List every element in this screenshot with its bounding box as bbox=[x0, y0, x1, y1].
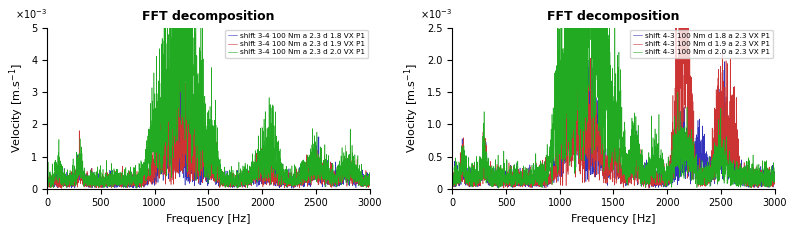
Y-axis label: Velocity [m.s$^{-1}$]: Velocity [m.s$^{-1}$] bbox=[403, 63, 422, 153]
shift 3-4 100 Nm a 2.3 d 1.9 VX P1 bbox=[168, 69, 177, 72]
shift 4-3 100 Nm d 2.0 a 2.3 VX P1 bbox=[571, 48, 580, 50]
shift 4-3 100 Nm d 2.0 a 2.3 VX P1 bbox=[484, 173, 494, 176]
shift 4-3 100 Nm d 2.0 a 2.3 VX P1 bbox=[447, 185, 457, 188]
shift 3-4 100 Nm a 2.3 d 1.9 VX P1 bbox=[42, 174, 52, 177]
shift 4-3 100 Nm d 1.8 a 2.3 VX P1 bbox=[585, 166, 595, 169]
shift 3-4 100 Nm a 2.3 d 1.9 VX P1 bbox=[324, 183, 333, 185]
shift 4-3 100 Nm d 2.0 a 2.3 VX P1 bbox=[493, 187, 503, 190]
shift 3-4 100 Nm a 2.3 d 1.8 VX P1 bbox=[180, 136, 190, 138]
shift 4-3 100 Nm d 1.8 a 2.3 VX P1 bbox=[447, 180, 457, 183]
shift 3-4 100 Nm a 2.3 d 2.0 VX P1 bbox=[98, 168, 108, 171]
shift 4-3 100 Nm d 1.8 a 2.3 VX P1 bbox=[503, 184, 513, 187]
shift 3-4 100 Nm a 2.3 d 2.0 VX P1 bbox=[79, 177, 89, 180]
shift 4-3 100 Nm d 1.8 a 2.3 VX P1 bbox=[571, 166, 580, 168]
shift 3-4 100 Nm a 2.3 d 1.8 VX P1 bbox=[359, 184, 368, 187]
shift 3-4 100 Nm a 2.3 d 1.8 VX P1 bbox=[324, 175, 333, 178]
shift 4-3 100 Nm d 1.9 a 2.3 VX P1 bbox=[644, 187, 653, 190]
shift 4-3 100 Nm d 1.8 a 2.3 VX P1 bbox=[729, 147, 738, 150]
shift 4-3 100 Nm d 1.9 a 2.3 VX P1 bbox=[447, 182, 457, 184]
X-axis label: Frequency [Hz]: Frequency [Hz] bbox=[166, 214, 251, 224]
shift 3-4 100 Nm a 2.3 d 1.8 VX P1 bbox=[98, 183, 108, 186]
shift 4-3 100 Nm d 1.9 a 2.3 VX P1 bbox=[764, 170, 773, 173]
shift 3-4 100 Nm a 2.3 d 2.0 VX P1 bbox=[42, 180, 52, 183]
shift 3-4 100 Nm a 2.3 d 1.8 VX P1 bbox=[166, 144, 175, 147]
Legend: shift 3-4 100 Nm a 2.3 d 1.8 VX P1, shift 3-4 100 Nm a 2.3 d 1.9 VX P1, shift 3-: shift 3-4 100 Nm a 2.3 d 1.8 VX P1, shif… bbox=[225, 30, 368, 58]
Line: shift 3-4 100 Nm a 2.3 d 1.9 VX P1: shift 3-4 100 Nm a 2.3 d 1.9 VX P1 bbox=[47, 70, 370, 188]
shift 3-4 100 Nm a 2.3 d 1.9 VX P1 bbox=[180, 136, 190, 139]
shift 4-3 100 Nm d 1.8 a 2.3 VX P1 bbox=[576, 10, 585, 12]
shift 3-4 100 Nm a 2.3 d 1.8 VX P1 bbox=[365, 178, 375, 181]
shift 3-4 100 Nm a 2.3 d 1.9 VX P1 bbox=[365, 179, 375, 182]
shift 3-4 100 Nm a 2.3 d 2.0 VX P1 bbox=[359, 182, 368, 185]
X-axis label: Frequency [Hz]: Frequency [Hz] bbox=[571, 214, 656, 224]
shift 4-3 100 Nm d 2.0 a 2.3 VX P1 bbox=[770, 166, 780, 169]
shift 3-4 100 Nm a 2.3 d 1.8 VX P1 bbox=[288, 187, 298, 190]
shift 4-3 100 Nm d 1.8 a 2.3 VX P1 bbox=[770, 178, 780, 181]
shift 3-4 100 Nm a 2.3 d 1.8 VX P1 bbox=[79, 176, 89, 179]
Title: FFT decomposition: FFT decomposition bbox=[547, 9, 680, 23]
Y-axis label: Velocity [m.s$^{-1}$]: Velocity [m.s$^{-1}$] bbox=[7, 63, 25, 153]
Text: $\times10^{-3}$: $\times10^{-3}$ bbox=[15, 8, 47, 21]
Text: $\times10^{-3}$: $\times10^{-3}$ bbox=[420, 8, 452, 21]
shift 4-3 100 Nm d 2.0 a 2.3 VX P1 bbox=[764, 180, 773, 182]
shift 3-4 100 Nm a 2.3 d 1.9 VX P1 bbox=[79, 179, 89, 182]
shift 4-3 100 Nm d 1.8 a 2.3 VX P1 bbox=[484, 183, 494, 186]
shift 4-3 100 Nm d 2.0 a 2.3 VX P1 bbox=[729, 176, 738, 179]
shift 4-3 100 Nm d 2.0 a 2.3 VX P1 bbox=[503, 180, 513, 183]
shift 3-4 100 Nm a 2.3 d 1.9 VX P1 bbox=[98, 183, 108, 186]
shift 3-4 100 Nm a 2.3 d 1.9 VX P1 bbox=[166, 146, 175, 149]
Line: shift 3-4 100 Nm a 2.3 d 1.8 VX P1: shift 3-4 100 Nm a 2.3 d 1.8 VX P1 bbox=[47, 79, 370, 188]
shift 3-4 100 Nm a 2.3 d 2.0 VX P1 bbox=[324, 178, 333, 181]
shift 4-3 100 Nm d 1.9 a 2.3 VX P1 bbox=[585, 169, 595, 172]
shift 3-4 100 Nm a 2.3 d 2.0 VX P1 bbox=[166, 36, 175, 39]
shift 4-3 100 Nm d 1.8 a 2.3 VX P1 bbox=[754, 186, 763, 189]
shift 4-3 100 Nm d 1.9 a 2.3 VX P1 bbox=[503, 183, 513, 186]
shift 3-4 100 Nm a 2.3 d 1.8 VX P1 bbox=[175, 78, 185, 81]
shift 3-4 100 Nm a 2.3 d 1.8 VX P1 bbox=[42, 178, 52, 181]
Legend: shift 4-3 100 Nm d 1.8 a 2.3 VX P1, shift 4-3 100 Nm d 1.9 a 2.3 VX P1, shift 4-: shift 4-3 100 Nm d 1.8 a 2.3 VX P1, shif… bbox=[630, 30, 773, 58]
shift 3-4 100 Nm a 2.3 d 2.0 VX P1 bbox=[233, 187, 242, 190]
shift 4-3 100 Nm d 1.8 a 2.3 VX P1 bbox=[764, 186, 773, 189]
Line: shift 3-4 100 Nm a 2.3 d 2.0 VX P1: shift 3-4 100 Nm a 2.3 d 2.0 VX P1 bbox=[47, 0, 370, 188]
Line: shift 4-3 100 Nm d 1.9 a 2.3 VX P1: shift 4-3 100 Nm d 1.9 a 2.3 VX P1 bbox=[452, 0, 775, 188]
Line: shift 4-3 100 Nm d 2.0 a 2.3 VX P1: shift 4-3 100 Nm d 2.0 a 2.3 VX P1 bbox=[452, 0, 775, 188]
Line: shift 4-3 100 Nm d 1.8 a 2.3 VX P1: shift 4-3 100 Nm d 1.8 a 2.3 VX P1 bbox=[452, 11, 775, 188]
Title: FFT decomposition: FFT decomposition bbox=[142, 9, 275, 23]
shift 3-4 100 Nm a 2.3 d 1.9 VX P1 bbox=[359, 176, 368, 179]
shift 4-3 100 Nm d 1.9 a 2.3 VX P1 bbox=[484, 178, 494, 180]
shift 3-4 100 Nm a 2.3 d 2.0 VX P1 bbox=[365, 181, 375, 184]
shift 3-4 100 Nm a 2.3 d 1.9 VX P1 bbox=[57, 187, 67, 190]
shift 4-3 100 Nm d 1.9 a 2.3 VX P1 bbox=[770, 181, 780, 184]
shift 4-3 100 Nm d 1.9 a 2.3 VX P1 bbox=[571, 125, 580, 128]
shift 4-3 100 Nm d 1.9 a 2.3 VX P1 bbox=[729, 164, 738, 167]
